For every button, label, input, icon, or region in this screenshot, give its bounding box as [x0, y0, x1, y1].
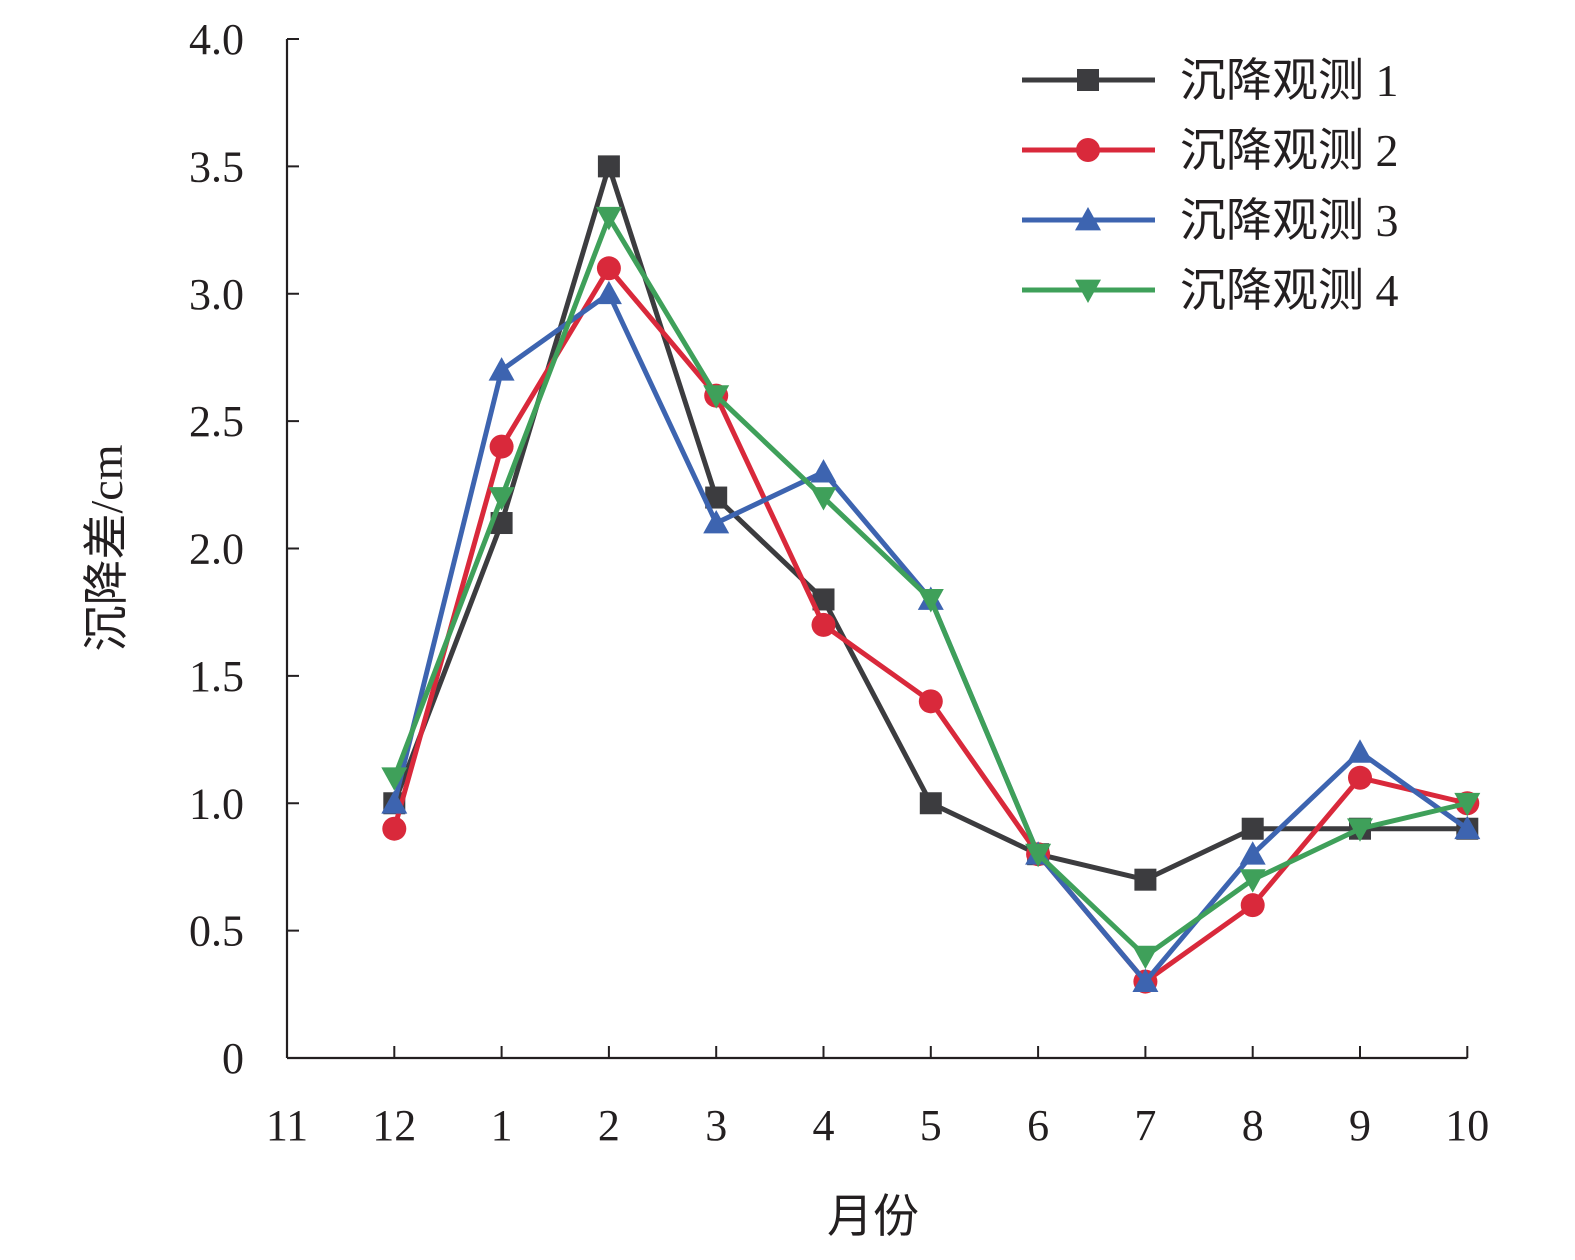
y-tick-label: 2.5: [189, 397, 244, 446]
data-point: [703, 510, 730, 534]
data-point: [1454, 815, 1481, 840]
x-tick-label: 6: [1027, 1101, 1049, 1150]
data-point: [812, 588, 835, 611]
legend-label: 沉降观测 4: [1180, 265, 1399, 316]
data-point: [917, 589, 944, 613]
legend: 沉降观测 1 沉降观测 2 沉降观测 3 沉降观测 4: [1022, 55, 1399, 316]
y-tick-label: 1.0: [189, 779, 244, 828]
data-point: [1240, 893, 1265, 918]
x-tick-label: 8: [1242, 1101, 1264, 1150]
x-tick-label: 12: [372, 1101, 416, 1150]
data-point: [1239, 841, 1266, 865]
legend-marker: [1075, 279, 1101, 303]
y-axis-title: 沉降差/cm: [81, 444, 132, 651]
data-point: [1347, 739, 1373, 763]
data-point: [1348, 765, 1372, 790]
data-point: [1239, 869, 1266, 893]
x-tick-label: 9: [1349, 1101, 1371, 1150]
data-point: [596, 256, 621, 281]
y-tick-label: 1.5: [189, 652, 244, 701]
x-tick-label: 4: [813, 1101, 835, 1150]
legend-marker: [1077, 69, 1099, 91]
data-point: [381, 767, 408, 791]
legend-label: 沉降观测 3: [1180, 195, 1399, 246]
data-point: [382, 816, 407, 841]
legend-label: 沉降观测 1: [1180, 55, 1399, 106]
y-tick-label: 0.5: [189, 907, 244, 956]
y-tick-label: 0: [222, 1034, 244, 1083]
data-point: [810, 459, 837, 483]
data-point: [381, 790, 408, 814]
data-point: [1025, 843, 1052, 868]
y-tick-label: 4.0: [189, 15, 244, 64]
series-2: [382, 256, 1480, 994]
legend-item: 沉降观测 2: [1022, 125, 1399, 176]
legend-item: 沉降观测 1: [1022, 55, 1399, 106]
legend-marker: [1075, 207, 1101, 231]
data-point: [597, 155, 620, 178]
series-4: [381, 206, 1481, 970]
data-point: [1134, 868, 1157, 891]
x-tick-label: 5: [920, 1101, 942, 1150]
x-tick-label: 7: [1134, 1101, 1156, 1150]
legend-label: 沉降观测 2: [1180, 125, 1399, 176]
data-point: [1132, 968, 1159, 992]
legend-item: 沉降观测 3: [1022, 195, 1399, 246]
data-point: [705, 486, 728, 509]
data-point: [919, 792, 942, 815]
legend-item: 沉降观测 4: [1022, 265, 1399, 316]
data-point: [488, 357, 515, 381]
x-tick-label: 11: [266, 1101, 308, 1150]
y-tick-label: 3.0: [189, 270, 244, 319]
y-tick-label: 2.0: [189, 525, 244, 574]
data-point: [1241, 817, 1264, 840]
plot-area: [381, 155, 1481, 994]
data-point: [1132, 945, 1159, 970]
x-tick-label: 2: [598, 1101, 620, 1150]
x-axis-title: 月份: [827, 1191, 919, 1242]
series-line: [391, 265, 1470, 985]
data-point: [489, 434, 514, 459]
axes: 00.51.01.52.02.53.03.54.011 12 1 2 3 4 5 6 7 8 9 10: [189, 15, 1489, 1150]
data-point: [1347, 818, 1373, 842]
data-point: [703, 385, 730, 409]
data-point: [811, 612, 836, 637]
data-point: [1454, 792, 1481, 817]
data-point: [595, 280, 622, 305]
series-line: [391, 291, 1470, 985]
legend-marker: [1076, 138, 1100, 162]
x-tick-label: 10: [1445, 1101, 1489, 1150]
y-tick-label: 3.5: [189, 142, 244, 191]
data-point: [488, 487, 515, 511]
data-point: [595, 206, 622, 231]
x-tick-label: 3: [705, 1101, 727, 1150]
data-point: [918, 689, 943, 714]
x-tick-label: 1: [491, 1101, 513, 1150]
data-point: [810, 487, 837, 511]
